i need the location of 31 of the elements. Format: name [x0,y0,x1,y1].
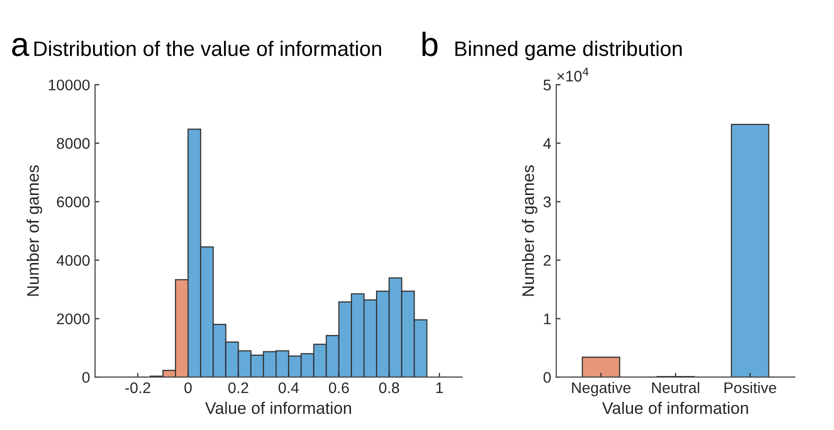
y-tick-label: 8000 [56,138,90,149]
x-tick-label: Positive [724,382,776,394]
y-tick-label: 10000 [48,80,90,90]
x-tick-label: 0.4 [278,382,299,394]
chart-title: Distribution of the value of information [34,40,382,56]
y-tick-label: 5 [544,80,551,90]
y-tick-label: 2 [544,255,551,266]
chart-title: Binned game distribution [455,40,682,60]
x-tick-label: 0.6 [328,382,349,394]
y-tick-label: 3 [544,196,551,208]
x-tick-label: Negative [572,382,630,396]
y-axis-title: Number of games [522,165,538,296]
x-tick-label: 1 [436,382,443,394]
x-tick-label: Neutral [652,382,700,394]
y-tick-label: 4 [543,138,551,149]
text: b [422,32,438,56]
y-tick-label: 0 [82,372,90,383]
y-axis-title: Number of games [26,165,42,296]
x-tick-label: -0.2 [125,382,150,394]
y-tick-label: 1 [544,314,551,324]
x-tick-label: 0 [184,382,192,394]
y-tick-label: 0 [544,372,551,383]
x-tick-label: 0.2 [228,382,248,394]
y-tick-label: 4000 [56,255,90,266]
x-axis-title: Value of information [205,402,351,414]
y-tick-label: 6000 [57,196,90,208]
text: a [12,38,30,56]
y-tick-label: 2000 [57,314,90,324]
text: ×10$^{4}$ [557,68,589,82]
x-tick-label: 0.8 [379,382,400,394]
x-axis-title: Value of information [602,402,748,414]
